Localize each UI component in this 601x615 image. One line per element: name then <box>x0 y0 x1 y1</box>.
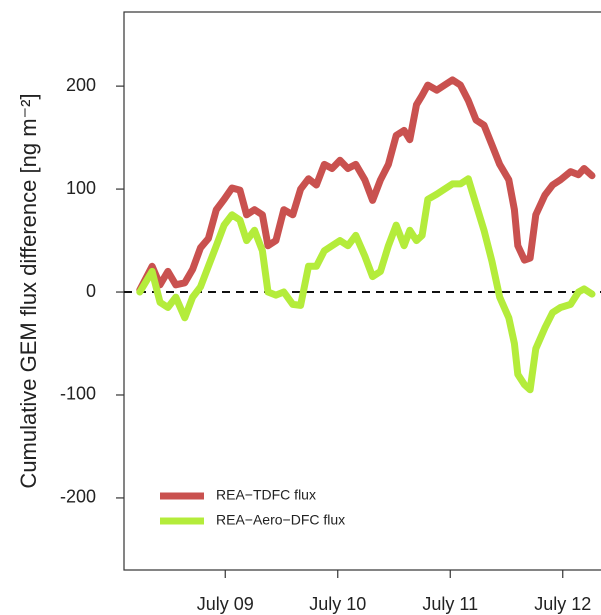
plot-frame <box>123 11 601 571</box>
series-line <box>136 76 596 294</box>
y-tick-label: 200 <box>66 75 96 95</box>
plot-area <box>124 76 601 394</box>
legend: REA−TDFC flux REA−Aero−DFC flux <box>160 487 345 528</box>
legend-label: REA−Aero−DFC flux <box>216 512 345 528</box>
y-tick-label: -200 <box>60 487 96 507</box>
y-tick-label: 0 <box>86 281 96 301</box>
x-tick-label: July 09 <box>197 594 254 614</box>
x-tick-label: July 11 <box>422 594 478 614</box>
y-tick-label: 100 <box>66 178 96 198</box>
series-line <box>136 175 596 394</box>
legend-label: REA−TDFC flux <box>216 487 316 503</box>
y-tick-label: -100 <box>60 384 96 404</box>
x-tick-label: July 12 <box>534 594 591 614</box>
x-tick-label: July 10 <box>309 594 366 614</box>
y-axis-label: Cumulative GEM flux difference [ng m⁻²] <box>16 93 41 488</box>
